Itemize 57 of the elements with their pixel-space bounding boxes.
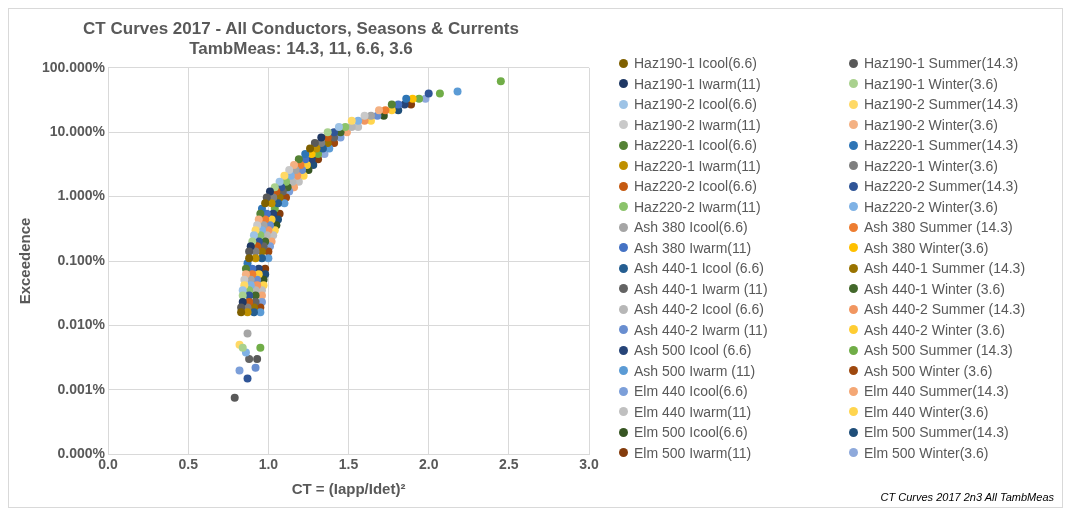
text: CT Curves 2017 2n3 All TambMeas — [880, 491, 1054, 503]
legend-label: Ash 500 Winter (3.6) — [864, 362, 993, 379]
x-tick-label: 3.0 — [579, 456, 599, 473]
legend-label: Ash 500 Summer (14.3) — [864, 342, 1013, 359]
legend-label: Haz220-1 Icool(6.6) — [634, 137, 757, 154]
legend-label: Elm 500 Summer(14.3) — [864, 424, 1009, 441]
legend-label: Haz190-1 Winter(3.6) — [864, 75, 998, 92]
legend-label: Elm 440 Iwarm(11) — [634, 403, 752, 420]
x-tick-label: 2.0 — [418, 456, 439, 473]
legend-label: Haz220-1 Iwarm(11) — [634, 157, 761, 174]
legend-label: Elm 500 Iwarm(11) — [634, 444, 752, 461]
legend-label: Haz190-2 Iwarm(11) — [634, 116, 761, 133]
legend-label: Haz220-2 Winter(3.6) — [864, 198, 998, 215]
y-tick-label: 1.000% — [57, 187, 106, 204]
legend-label: Haz190-1 Icool(6.6) — [634, 55, 757, 72]
y-tick-label: 100.000% — [41, 58, 106, 75]
legend-label: Ash 380 Iwarm(11) — [634, 239, 752, 256]
y-tick-label: 0.100% — [57, 251, 106, 268]
legend-label: Haz220-2 Icool(6.6) — [634, 178, 757, 195]
legend-label: Elm 440 Summer(14.3) — [864, 383, 1009, 400]
chart-subtitle: TambMeas: 14.3, 11, 6.6, 3.6 — [189, 39, 413, 59]
legend-label: Haz190-1 Summer(14.3) — [864, 55, 1019, 72]
legend-label: Elm 500 Icool(6.6) — [634, 424, 748, 441]
legend-label: Ash 440-2 Iwarm (11) — [634, 321, 768, 338]
legend-label: Elm 440 Icool(6.6) — [634, 383, 748, 400]
x-axis-title: CT = (Iapp/Idet)² — [291, 480, 406, 498]
legend-label: Haz220-1 Summer(14.3) — [864, 137, 1019, 154]
y-tick-label: 0.010% — [57, 316, 106, 333]
legend-label: Haz220-2 Summer(14.3) — [864, 178, 1019, 195]
y-tick-label: 0.001% — [57, 380, 106, 397]
legend-label: Ash 440-1 Winter (3.6) — [864, 280, 1005, 297]
legend-label: Haz190-1 Iwarm(11) — [634, 75, 761, 92]
legend-label: Ash 440-2 Icool (6.6) — [634, 301, 764, 318]
x-tick-label: 0.5 — [178, 456, 199, 473]
legend-label: Ash 500 Icool (6.6) — [634, 342, 752, 359]
legend-label: Ash 440-2 Summer (14.3) — [864, 301, 1026, 318]
x-tick-label: 1.0 — [258, 456, 279, 473]
y-tick-label: 10.000% — [49, 123, 106, 140]
legend-label: Ash 440-2 Winter (3.6) — [864, 321, 1005, 338]
legend-label: Haz190-2 Icool(6.6) — [634, 96, 757, 113]
legend-label: Ash 500 Iwarm (11) — [634, 362, 756, 379]
legend-label: Elm 440 Winter(3.6) — [864, 403, 989, 420]
chart-title: CT Curves 2017 - All Conductors, Seasons & Currents — [83, 18, 519, 38]
legend-label: Haz220-1 Winter(3.6) — [864, 157, 998, 174]
legend-label: Ash 440-1 Icool (6.6) — [634, 260, 764, 277]
x-tick-label: 1.5 — [338, 456, 359, 473]
legend-label: Ash 440-1 Iwarm (11) — [634, 280, 768, 297]
legend-label: Elm 500 Winter(3.6) — [864, 444, 989, 461]
legend-label: Haz190-2 Winter(3.6) — [864, 116, 998, 133]
legend-label: Ash 380 Icool(6.6) — [634, 219, 748, 236]
legend-label: Haz220-2 Iwarm(11) — [634, 198, 761, 215]
legend-label: Ash 380 Summer (14.3) — [864, 219, 1013, 236]
x-tick-label: 2.5 — [499, 456, 519, 473]
legend-label: Ash 440-1 Summer (14.3) — [864, 260, 1026, 277]
legend-label: Haz190-2 Summer(14.3) — [864, 96, 1019, 113]
legend-label: Ash 380 Winter(3.6) — [864, 239, 989, 256]
y-axis-title: Exceedence — [16, 217, 34, 305]
